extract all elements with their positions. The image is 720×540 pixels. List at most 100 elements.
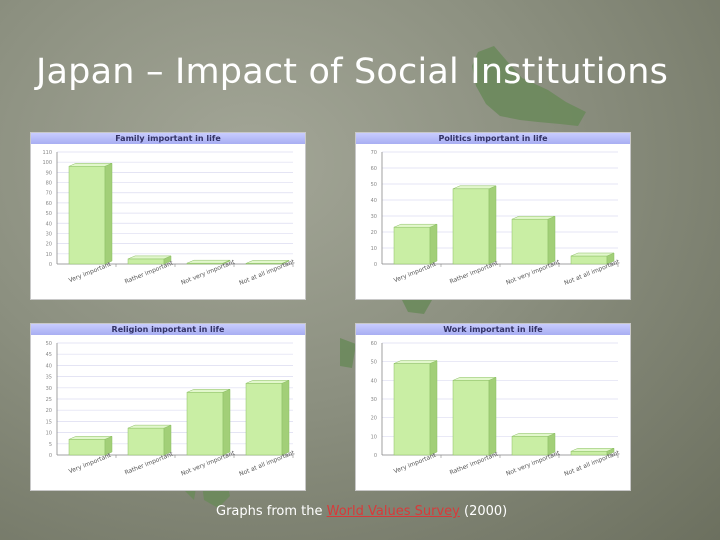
bar bbox=[393, 223, 438, 265]
y-tick-label: 20 bbox=[371, 416, 377, 422]
caption-prefix: Graphs from the bbox=[216, 504, 327, 519]
bar-top bbox=[245, 260, 290, 264]
y-tick-label: 0 bbox=[374, 453, 377, 459]
y-tick-label: 20 bbox=[371, 230, 377, 236]
y-tick-label: 0 bbox=[49, 453, 52, 459]
honshu-lower-shape bbox=[340, 338, 356, 368]
bar-front bbox=[127, 258, 165, 265]
y-tick-label: 50 bbox=[371, 360, 377, 366]
y-tick-label: 0 bbox=[374, 262, 377, 268]
bar bbox=[511, 215, 556, 265]
bar bbox=[245, 379, 290, 456]
y-tick-label: 40 bbox=[46, 363, 52, 369]
bar bbox=[452, 376, 497, 456]
y-tick-label: 0 bbox=[49, 262, 52, 268]
y-tick-label: 30 bbox=[46, 231, 52, 237]
y-tick-label: 110 bbox=[42, 150, 52, 156]
bar-top bbox=[452, 185, 497, 190]
y-tick-label: 45 bbox=[46, 352, 52, 358]
bar-front bbox=[570, 255, 608, 265]
y-tick-label: 60 bbox=[371, 341, 377, 347]
y-tick-label: 50 bbox=[46, 211, 52, 217]
bar-side bbox=[488, 185, 497, 265]
y-tick-label: 30 bbox=[371, 214, 377, 220]
bar-front bbox=[452, 188, 490, 265]
y-tick-label: 50 bbox=[371, 182, 377, 188]
bar-top bbox=[127, 424, 172, 429]
y-tick-label: 60 bbox=[46, 201, 52, 207]
bar-front bbox=[127, 427, 165, 456]
bar-top bbox=[245, 380, 290, 384]
bar-front bbox=[570, 451, 608, 456]
bar-top bbox=[511, 215, 556, 220]
bar bbox=[186, 388, 231, 456]
bar-front bbox=[452, 380, 490, 456]
y-tick-label: 40 bbox=[371, 198, 377, 204]
bar bbox=[393, 360, 438, 456]
bar-side bbox=[429, 223, 438, 265]
bar-top bbox=[68, 436, 113, 440]
bar-top bbox=[393, 223, 438, 228]
chart-title: Religion important in life bbox=[31, 324, 305, 335]
bar-front bbox=[245, 383, 283, 456]
y-tick-label: 70 bbox=[46, 191, 52, 197]
bar-side bbox=[222, 388, 231, 456]
y-tick-label: 5 bbox=[49, 442, 52, 448]
slide-title: Japan – Impact of Social Institutions bbox=[36, 52, 669, 92]
chart-panel-politics: Politics important in life 0 10 20 30 40 50 60… bbox=[355, 132, 631, 300]
world-values-survey-link[interactable]: World Values Survey bbox=[326, 504, 460, 519]
bar bbox=[452, 185, 497, 265]
bar bbox=[511, 432, 556, 456]
y-tick-label: 40 bbox=[371, 378, 377, 384]
y-tick-label: 10 bbox=[46, 252, 52, 258]
y-tick-label: 100 bbox=[42, 160, 52, 166]
chart-panel-family: Family important in life 0 10 20 30 40 50 60 70… bbox=[30, 132, 306, 300]
bar-top bbox=[127, 255, 172, 260]
bar bbox=[570, 447, 615, 456]
caption-suffix: (2000) bbox=[459, 504, 508, 519]
bar-top bbox=[570, 448, 615, 452]
bar-front bbox=[186, 392, 224, 456]
bar-side bbox=[488, 376, 497, 456]
bar-top bbox=[452, 377, 497, 381]
hokkaido-shape bbox=[472, 46, 586, 126]
y-tick-label: 90 bbox=[46, 170, 52, 176]
y-tick-label: 60 bbox=[371, 166, 377, 172]
bar-side bbox=[104, 162, 113, 265]
y-tick-label: 20 bbox=[46, 242, 52, 248]
bar-top bbox=[393, 360, 438, 364]
bar-front bbox=[68, 166, 106, 265]
chart-title: Work important in life bbox=[356, 324, 630, 335]
y-tick-label: 10 bbox=[46, 431, 52, 437]
chart-title: Politics important in life bbox=[356, 133, 630, 144]
y-tick-label: 80 bbox=[46, 181, 52, 187]
bar bbox=[570, 252, 615, 265]
chart-title: Family important in life bbox=[31, 133, 305, 144]
bar-front bbox=[393, 363, 431, 456]
chart-panel-religion: Religion important in life 0 5 10 15 20 25 30 3… bbox=[30, 323, 306, 491]
bar-side bbox=[547, 215, 556, 265]
bar bbox=[127, 255, 172, 265]
bar bbox=[186, 259, 231, 265]
bar-top bbox=[511, 433, 556, 437]
y-tick-label: 30 bbox=[46, 386, 52, 392]
y-tick-label: 10 bbox=[371, 434, 377, 440]
bar-front bbox=[511, 218, 549, 265]
chart-panel-work: Work important in life 0 10 20 30 40 50 60 Very… bbox=[355, 323, 631, 491]
bar-side bbox=[429, 360, 438, 456]
bar-top bbox=[186, 259, 231, 264]
y-tick-label: 15 bbox=[46, 419, 52, 425]
y-tick-label: 35 bbox=[46, 375, 52, 381]
bar-top bbox=[570, 252, 615, 257]
bar-top bbox=[186, 389, 231, 393]
y-tick-label: 25 bbox=[46, 397, 52, 403]
bar-side bbox=[281, 379, 290, 456]
y-tick-label: 70 bbox=[371, 150, 377, 156]
y-tick-label: 20 bbox=[46, 408, 52, 414]
bar bbox=[245, 260, 290, 265]
y-tick-label: 30 bbox=[371, 397, 377, 403]
